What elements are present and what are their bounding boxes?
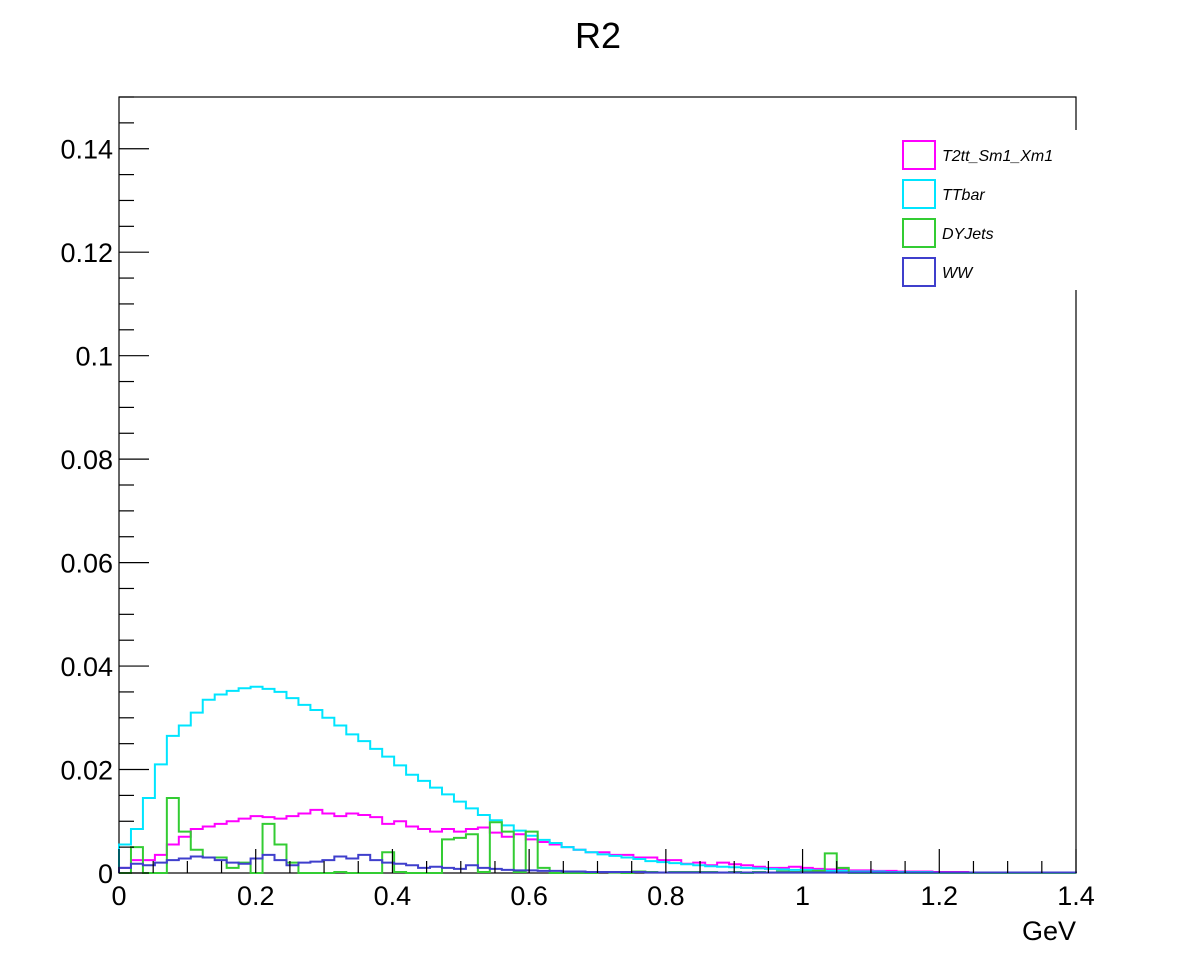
x-tick-label: 1	[795, 881, 810, 911]
series-line-3	[118, 853, 1077, 874]
x-tick-label: 0.6	[510, 881, 548, 911]
y-tick-label: 0.14	[60, 135, 113, 165]
x-tick-label: 0	[111, 881, 126, 911]
legend-box	[893, 130, 1078, 290]
legend: T2tt_Sm1_Xm1 TTbar DYJets WW	[902, 140, 1053, 287]
legend-swatch	[902, 140, 936, 170]
x-tick-label: 1.2	[921, 881, 959, 911]
y-tick-label: 0.06	[60, 549, 113, 579]
chart-title: R2	[575, 15, 621, 56]
x-axis-label: GeV	[1022, 916, 1076, 946]
y-tick-label: 0.04	[60, 652, 113, 682]
legend-swatch	[902, 218, 936, 248]
y-tick-label: 0	[98, 859, 113, 889]
series-line-1	[118, 685, 1077, 874]
legend-label: DYJets	[942, 226, 994, 243]
x-tick-label: 0.2	[237, 881, 275, 911]
x-tick-label: 0.8	[647, 881, 685, 911]
y-tick-label: 0.1	[75, 342, 113, 372]
axes-layer: 0 0.02 0.04 0.06 0.08 0.1 0.12 0.14 0 0.2 0.4 0.6 0.…	[60, 96, 1095, 911]
y-tick-label: 0.02	[60, 756, 113, 786]
x-tick-label: 1.4	[1057, 881, 1095, 911]
legend-swatch	[902, 257, 936, 287]
x-tick-label: 0.4	[374, 881, 412, 911]
legend-label: T2tt_Sm1_Xm1	[942, 148, 1053, 165]
y-tick-label: 0.08	[60, 445, 113, 475]
legend-label: TTbar	[942, 187, 985, 204]
y-tick-label: 0.12	[60, 238, 113, 268]
legend-swatch	[902, 179, 936, 209]
series-layer	[118, 685, 1077, 874]
legend-label: WW	[942, 265, 974, 282]
